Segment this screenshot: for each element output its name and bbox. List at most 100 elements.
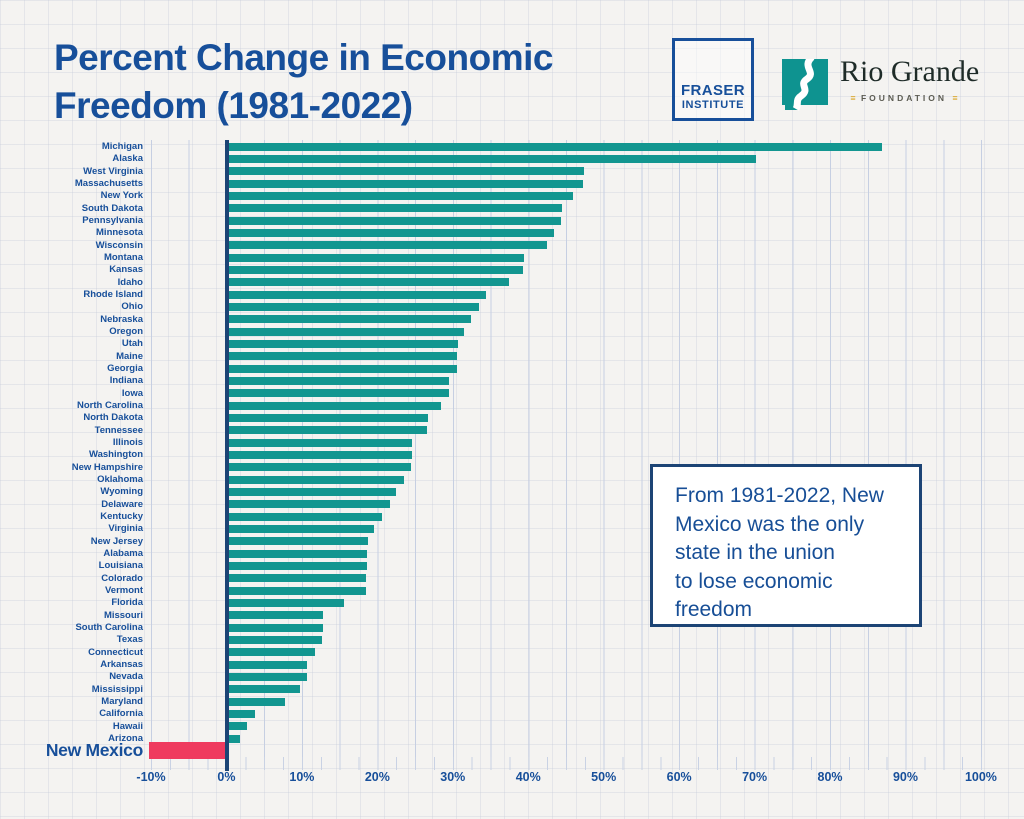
state-label: New Mexico [45,740,143,761]
state-label: Vermont [104,585,143,597]
river-icon [781,54,829,116]
fraser-logo-text: FRASER [680,82,746,99]
state-bar [227,500,390,509]
page-title: Percent Change in Economic Freedom (1981… [54,34,553,130]
state-label: New Hampshire [71,461,143,473]
state-bar [227,413,429,422]
state-bar [227,352,457,361]
state-bar [227,278,509,287]
state-label: Massachusetts [74,178,143,190]
x-axis-tick-label: 100% [964,770,997,784]
state-bar [227,179,583,188]
state-bar [227,438,412,447]
foundation-label: FOUNDATION [860,93,948,103]
state-bar [227,586,367,595]
state-bar [227,574,367,583]
x-axis-tick-label: 10% [289,770,315,784]
state-label: South Carolina [75,622,143,634]
rio-grande-foundation-text: ≡ FOUNDATION ≡ [840,93,968,103]
state-label: Michigan [101,141,143,153]
state-label: North Carolina [77,400,143,412]
state-bar [227,524,374,533]
fraser-institute-text: INSTITUTE [681,99,745,111]
state-label: Oklahoma [97,474,143,486]
callout-text-line: freedom [675,598,753,621]
state-bar [227,389,450,398]
state-bar [227,549,368,558]
state-label: Florida [111,597,143,609]
state-label: Mississippi [91,683,143,695]
fraser-institute-logo: FRASER INSTITUTE [672,38,754,121]
state-label: Alaska [112,153,143,165]
state-label: Delaware [101,498,143,510]
state-bar [227,475,404,484]
state-label: Nebraska [100,313,143,325]
state-bar [227,241,547,250]
state-label: Nevada [109,671,143,683]
state-label: Wisconsin [95,239,143,251]
state-bar [227,142,883,151]
gold-dash-icon: ≡ [850,93,856,103]
state-label: Georgia [107,363,143,375]
state-label: Missouri [103,609,143,621]
state-bar [227,204,562,213]
page-title-line-1: Percent Change in Economic [54,37,553,78]
rio-grande-foundation-logo: Rio Grande ≡ FOUNDATION ≡ [781,54,979,116]
state-bar [227,623,323,632]
state-bar [227,376,450,385]
state-label: Virginia [108,523,143,535]
state-label: Colorado [101,572,143,584]
callout-text-line: to lose economic [675,569,833,593]
state-bar [227,537,368,546]
state-label: Ohio [121,301,143,313]
state-label: New York [100,190,143,202]
state-bar [227,487,397,496]
state-label: Indiana [109,375,143,387]
callout-text-line: state in the union [675,541,835,564]
state-label: New Jersey [90,535,143,547]
x-axis-tick-label: 20% [364,770,390,784]
state-bar [227,154,756,163]
state-bar [227,611,323,620]
state-bar [227,216,561,225]
state-bar [227,315,472,324]
state-bar [227,401,441,410]
state-label: West Virginia [83,165,143,177]
state-bar [227,672,307,681]
state-label: South Dakota [81,202,143,214]
state-label: California [99,708,143,720]
state-label: Iowa [121,387,143,399]
x-axis-tick-label: 50% [591,770,617,784]
callout-text-line: From 1981-2022, New [675,484,884,507]
x-axis-tick-label: 30% [440,770,466,784]
state-label: Pennsylvania [82,215,143,227]
state-bar [227,463,411,472]
state-label: Wyoming [100,486,143,498]
state-bar [227,512,383,521]
state-label: Kentucky [100,511,143,523]
x-axis-tick-label: 40% [515,770,541,784]
state-label: Kansas [109,264,143,276]
x-axis-tick-label: 90% [892,770,919,784]
x-axis-tick-label: 70% [742,770,768,784]
state-bar [227,697,285,706]
state-bar [227,290,487,299]
state-bar [227,709,256,718]
state-bar [227,339,458,348]
state-label: Washington [89,449,143,461]
state-bar [227,302,480,311]
state-label: Arizona [108,732,143,744]
state-bar [227,253,524,262]
state-label: Louisiana [98,560,143,572]
state-bar-highlight [148,742,227,760]
state-label: Texas [116,634,143,646]
state-label: Rhode Island [83,289,143,301]
state-bar [227,722,248,731]
state-bar [227,685,300,694]
x-axis-minor-ticks [151,757,983,770]
state-label: North Dakota [83,412,143,424]
page-title-line-2: Freedom (1981-2022) [54,85,413,126]
state-bar [227,167,584,176]
state-bar [227,228,555,237]
state-bar [227,364,457,373]
